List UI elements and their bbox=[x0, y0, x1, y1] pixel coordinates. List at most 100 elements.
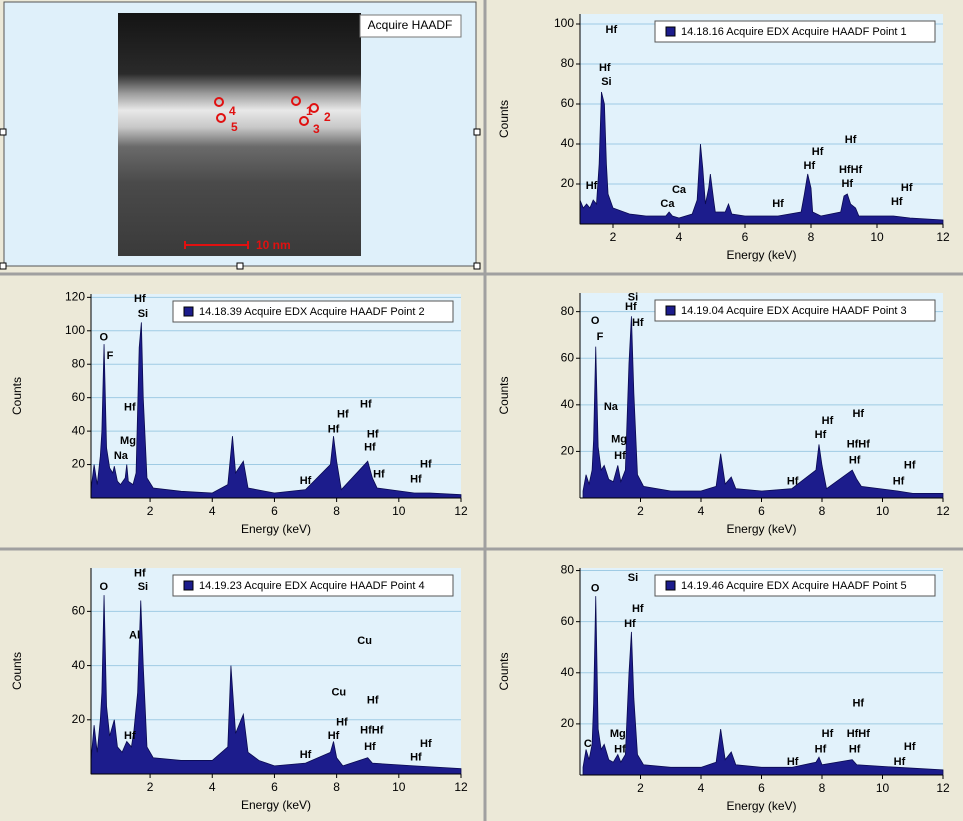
plot-area bbox=[91, 568, 461, 774]
x-tick-label: 12 bbox=[454, 504, 468, 518]
annotation: Si bbox=[628, 292, 638, 304]
point-label: 3 bbox=[313, 122, 320, 136]
legend-box bbox=[172, 574, 454, 597]
point-marker bbox=[309, 103, 319, 113]
spectrum bbox=[582, 316, 944, 499]
y-tick-label: 100 bbox=[65, 323, 85, 337]
annotation: Hf bbox=[373, 468, 385, 480]
point-marker bbox=[216, 113, 226, 123]
annotation: Hf bbox=[134, 293, 146, 305]
x-tick-label: 8 bbox=[333, 504, 340, 518]
x-axis-label: Energy (keV) bbox=[726, 248, 796, 262]
y-tick-label: 40 bbox=[561, 136, 575, 150]
y-tick-label: 20 bbox=[561, 444, 575, 458]
annotation: Hf bbox=[328, 423, 340, 435]
point-label: 4 bbox=[229, 104, 236, 118]
annotation: HfHf bbox=[847, 728, 871, 740]
x-axis-label: Energy (keV) bbox=[241, 522, 311, 536]
annotation: Hf bbox=[124, 402, 136, 414]
legend-box bbox=[654, 299, 936, 322]
annotation: Hf bbox=[787, 756, 799, 768]
x-tick-label: 12 bbox=[936, 230, 950, 244]
x-tick-label: 2 bbox=[147, 504, 154, 518]
annotation: Hf bbox=[891, 196, 903, 208]
x-tick-label: 4 bbox=[209, 504, 216, 518]
handle bbox=[473, 262, 481, 270]
annotation: Hf bbox=[904, 459, 916, 471]
annotation: Hf bbox=[625, 301, 637, 313]
legend-swatch bbox=[665, 580, 676, 591]
legend-box bbox=[654, 574, 936, 597]
annotation: Hf bbox=[845, 134, 857, 146]
annotation: Hf bbox=[822, 728, 834, 740]
annotation: Si bbox=[628, 572, 638, 584]
plot-area bbox=[91, 294, 461, 498]
handle bbox=[473, 128, 481, 136]
legend-swatch bbox=[665, 305, 676, 316]
x-axis-label: Energy (keV) bbox=[241, 798, 311, 812]
image-label-box bbox=[359, 14, 462, 38]
annotation: Hf bbox=[420, 458, 432, 470]
y-tick-label: 40 bbox=[72, 658, 86, 672]
point-label: 5 bbox=[231, 120, 238, 134]
x-tick-label: 4 bbox=[209, 780, 216, 794]
y-tick-label: 60 bbox=[561, 350, 575, 364]
annotation: Si bbox=[138, 308, 148, 320]
y-tick-label: 40 bbox=[72, 423, 86, 437]
annotation: Hf bbox=[336, 716, 348, 728]
annotation: Hf bbox=[328, 730, 340, 742]
y-tick-label: 20 bbox=[72, 712, 86, 726]
image-panel: Acquire HAADF 1 2 3 4 5 10 nm bbox=[0, 1, 481, 270]
chart-panel: 20 40 60 80 2 4 6 8 10 12 14.19.46 Acquire EDX Acq… bbox=[497, 563, 950, 813]
x-tick-label: 6 bbox=[742, 230, 749, 244]
y-tick-label: 80 bbox=[561, 56, 575, 70]
y-tick-label: 40 bbox=[561, 397, 575, 411]
x-tick-label: 6 bbox=[758, 781, 765, 795]
point-marker bbox=[291, 96, 301, 106]
x-tick-label: 4 bbox=[698, 781, 705, 795]
annotation: Hf bbox=[632, 603, 644, 615]
annotation: Hf bbox=[410, 474, 422, 486]
x-tick-label: 10 bbox=[870, 230, 884, 244]
y-tick-label: 60 bbox=[561, 614, 575, 628]
annotation: Hf bbox=[586, 180, 598, 192]
legend-box bbox=[172, 300, 454, 323]
annotation: HfHf bbox=[839, 164, 863, 176]
annotation: Cu bbox=[357, 635, 372, 647]
annotation: Ca bbox=[672, 184, 687, 196]
x-tick-label: 2 bbox=[637, 781, 644, 795]
annotation: Hf bbox=[632, 317, 644, 329]
annotation: Hf bbox=[849, 455, 861, 467]
y-tick-label: 40 bbox=[561, 665, 575, 679]
chart-panel: 20 40 60 80 2 4 6 8 10 12 14.19.04 Acquire EDX Acq… bbox=[497, 292, 950, 537]
x-tick-label: 4 bbox=[676, 230, 683, 244]
annotation: Hf bbox=[804, 160, 816, 172]
x-tick-label: 12 bbox=[936, 781, 950, 795]
y-axis-label: Counts bbox=[497, 376, 511, 414]
x-tick-label: 8 bbox=[808, 230, 815, 244]
y-tick-label: 20 bbox=[561, 176, 575, 190]
annotation: Na bbox=[604, 401, 619, 413]
x-tick-label: 2 bbox=[610, 230, 617, 244]
image-label: Acquire HAADF bbox=[368, 18, 453, 32]
annotation: Hf bbox=[599, 62, 611, 74]
annotation: Hf bbox=[614, 743, 626, 755]
x-axis-label: Energy (keV) bbox=[726, 799, 796, 813]
point-label: 2 bbox=[324, 110, 331, 124]
annotation: Hf bbox=[124, 730, 136, 742]
chart-panel: 20 40 60 2 4 6 8 10 12 14.19.23 Acquire EDX Acqui… bbox=[10, 567, 468, 812]
annotation: Hf bbox=[894, 756, 906, 768]
y-axis-label: Counts bbox=[497, 100, 511, 138]
y-tick-label: 80 bbox=[561, 304, 575, 318]
x-tick-label: 2 bbox=[637, 504, 644, 518]
point-marker bbox=[214, 97, 224, 107]
annotation: Hf bbox=[852, 697, 864, 709]
point-marker bbox=[299, 116, 309, 126]
annotation: O bbox=[591, 315, 600, 327]
plot-area bbox=[580, 14, 943, 224]
y-tick-label: 60 bbox=[72, 604, 86, 618]
spectrum bbox=[582, 596, 944, 776]
annotation: Na bbox=[114, 450, 129, 462]
handle bbox=[0, 128, 7, 136]
